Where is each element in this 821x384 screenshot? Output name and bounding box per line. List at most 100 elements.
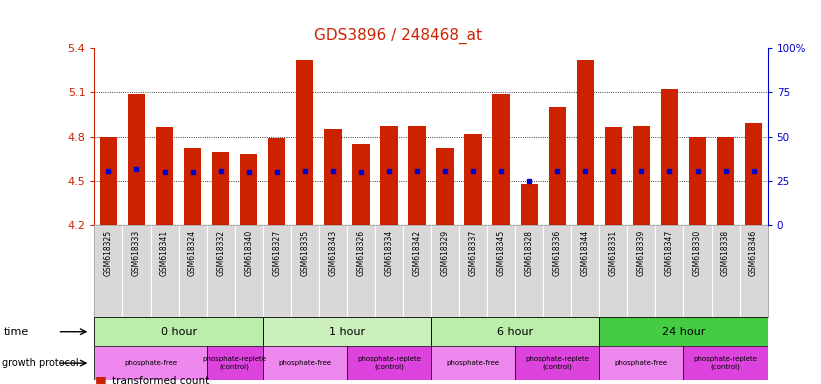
Bar xyxy=(548,107,566,225)
Bar xyxy=(99,137,117,225)
Text: GSM618346: GSM618346 xyxy=(749,230,758,276)
Bar xyxy=(128,94,145,225)
Bar xyxy=(431,346,516,380)
Bar xyxy=(408,126,426,225)
Text: GSM618327: GSM618327 xyxy=(273,230,282,276)
Bar xyxy=(268,138,286,225)
Bar xyxy=(319,225,347,318)
Bar xyxy=(717,137,734,225)
Bar xyxy=(263,346,347,380)
Text: GSM618329: GSM618329 xyxy=(441,230,450,276)
Text: GSM618328: GSM618328 xyxy=(525,230,534,276)
Text: GSM618341: GSM618341 xyxy=(160,230,169,276)
Text: GSM618324: GSM618324 xyxy=(188,230,197,276)
Bar xyxy=(179,225,207,318)
Bar xyxy=(263,318,431,346)
Bar xyxy=(184,149,201,225)
Bar xyxy=(156,127,173,225)
Text: GDS3896 / 248468_at: GDS3896 / 248468_at xyxy=(314,28,482,44)
Bar xyxy=(627,225,655,318)
Bar xyxy=(347,225,375,318)
Bar xyxy=(576,60,594,225)
Text: GSM618333: GSM618333 xyxy=(132,230,141,276)
Text: GSM618347: GSM618347 xyxy=(665,230,674,276)
Text: phosphate-replete
(control): phosphate-replete (control) xyxy=(357,356,421,370)
Bar xyxy=(683,346,768,380)
Text: GSM618339: GSM618339 xyxy=(637,230,646,276)
Bar xyxy=(375,225,403,318)
Bar xyxy=(235,225,263,318)
Bar xyxy=(207,225,235,318)
Text: GSM618330: GSM618330 xyxy=(693,230,702,276)
Text: GSM618335: GSM618335 xyxy=(300,230,310,276)
Text: GSM618342: GSM618342 xyxy=(412,230,421,276)
Bar xyxy=(207,346,263,380)
Bar xyxy=(324,129,342,225)
Bar xyxy=(431,318,599,346)
Bar xyxy=(94,318,263,346)
Bar xyxy=(465,134,482,225)
Bar xyxy=(712,225,740,318)
Bar xyxy=(150,225,179,318)
Bar xyxy=(740,225,768,318)
Text: 6 hour: 6 hour xyxy=(497,327,534,337)
Bar xyxy=(436,149,454,225)
Bar xyxy=(240,154,258,225)
Bar xyxy=(122,225,150,318)
Bar xyxy=(487,225,516,318)
Text: phosphate-free: phosphate-free xyxy=(278,360,332,366)
Text: phosphate-replete
(control): phosphate-replete (control) xyxy=(694,356,758,370)
Bar xyxy=(745,123,763,225)
Text: GSM618344: GSM618344 xyxy=(580,230,589,276)
Bar xyxy=(571,225,599,318)
Bar xyxy=(544,225,571,318)
Bar xyxy=(291,225,319,318)
Text: GSM618340: GSM618340 xyxy=(244,230,253,276)
Text: ■: ■ xyxy=(94,374,106,384)
Text: 1 hour: 1 hour xyxy=(328,327,365,337)
Text: 0 hour: 0 hour xyxy=(160,327,197,337)
Text: phosphate-free: phosphate-free xyxy=(124,360,177,366)
Bar xyxy=(516,346,599,380)
Bar xyxy=(633,126,650,225)
Bar xyxy=(403,225,431,318)
Text: GSM618326: GSM618326 xyxy=(356,230,365,276)
Text: transformed count: transformed count xyxy=(112,376,209,384)
Bar xyxy=(599,346,683,380)
Bar xyxy=(212,152,229,225)
Bar xyxy=(263,225,291,318)
Bar xyxy=(521,184,538,225)
Bar xyxy=(380,126,397,225)
Text: 24 hour: 24 hour xyxy=(662,327,705,337)
Bar xyxy=(604,127,622,225)
Bar xyxy=(599,225,627,318)
Text: GSM618331: GSM618331 xyxy=(609,230,618,276)
Bar xyxy=(459,225,487,318)
Text: time: time xyxy=(4,327,30,337)
Text: phosphate-replete
(control): phosphate-replete (control) xyxy=(203,356,267,370)
Text: growth protocol: growth protocol xyxy=(2,358,78,368)
Bar xyxy=(431,225,459,318)
Text: GSM618343: GSM618343 xyxy=(328,230,337,276)
Bar xyxy=(655,225,683,318)
Text: GSM618325: GSM618325 xyxy=(104,230,113,276)
Text: phosphate-free: phosphate-free xyxy=(615,360,668,366)
Text: GSM618334: GSM618334 xyxy=(384,230,393,276)
Text: GSM618345: GSM618345 xyxy=(497,230,506,276)
Text: GSM618332: GSM618332 xyxy=(216,230,225,276)
Bar xyxy=(661,89,678,225)
Bar xyxy=(94,225,122,318)
Bar xyxy=(599,318,768,346)
Text: phosphate-free: phosphate-free xyxy=(447,360,500,366)
Bar xyxy=(347,346,431,380)
Bar xyxy=(296,60,314,225)
Text: phosphate-replete
(control): phosphate-replete (control) xyxy=(525,356,589,370)
Bar xyxy=(94,346,207,380)
Bar xyxy=(352,144,369,225)
Bar xyxy=(516,225,544,318)
Bar xyxy=(683,225,712,318)
Bar xyxy=(493,94,510,225)
Bar xyxy=(689,137,706,225)
Text: GSM618338: GSM618338 xyxy=(721,230,730,276)
Text: GSM618337: GSM618337 xyxy=(469,230,478,276)
